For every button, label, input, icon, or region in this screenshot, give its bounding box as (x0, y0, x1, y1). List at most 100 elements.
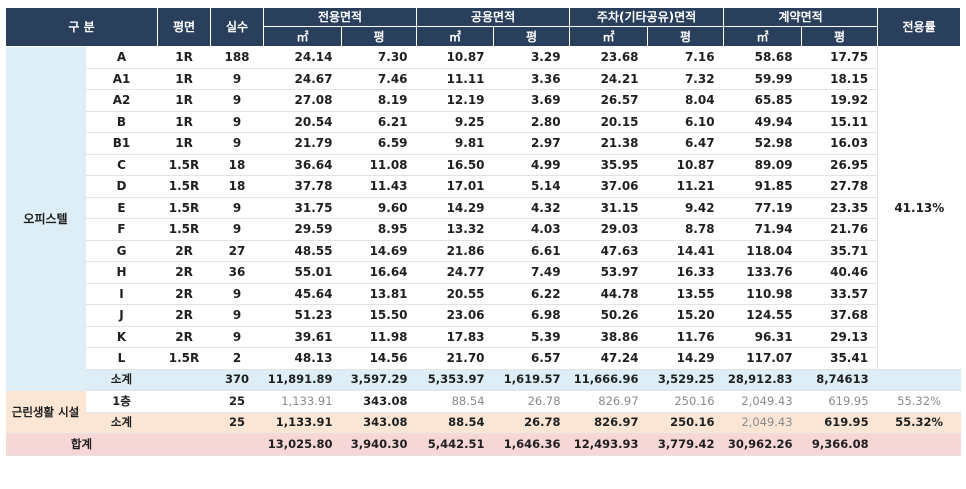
table-row: A2 1R 9 27.08 8.19 12.19 3.69 26.57 8.04 65.85 19.… (6, 89, 961, 112)
area-cell: 38.86 (569, 326, 648, 348)
area-cell: 14.29 (416, 197, 494, 219)
area-cell: 343.08 (341, 412, 417, 434)
unit-m2: ㎡ (416, 26, 495, 47)
area-cell: 23.35 (801, 197, 878, 219)
area-cell: 8.04 (647, 89, 724, 112)
area-cell: 11,666.96 (569, 369, 648, 391)
area-cell: 30,962.26 (723, 433, 802, 456)
area-cell: 31.15 (569, 197, 648, 219)
area-cell: 5.39 (493, 326, 570, 348)
area-cell: 2.97 (493, 132, 570, 155)
area-cell: 6.21 (341, 111, 417, 133)
units-cell: 27 (210, 240, 264, 262)
area-cell: 49.94 (723, 111, 802, 133)
area-cell: 24.21 (569, 68, 648, 90)
area-cell: 1,646.36 (493, 433, 570, 456)
area-cell: 20.55 (416, 283, 494, 305)
total-label: 합계 (5, 433, 158, 456)
area-cell: 26.78 (493, 390, 570, 413)
category-retail: 근린생활 시설 (5, 390, 86, 434)
units-cell: 9 (210, 68, 264, 90)
plan-cell: 1.5R (157, 218, 211, 241)
units-cell: 188 (210, 46, 264, 69)
area-cell: 37.68 (801, 304, 878, 327)
table-row: A1 1R 9 24.67 7.46 11.11 3.36 24.21 7.32 59.99 18.… (6, 68, 961, 90)
plan-cell: 1R (157, 89, 211, 112)
area-cell: 3,940.30 (341, 433, 417, 456)
area-cell: 15.50 (341, 304, 417, 327)
unit-type-cell: K (85, 326, 158, 348)
units-cell: 370 (210, 369, 264, 391)
plan-cell (157, 390, 211, 413)
area-cell: 11,891.89 (263, 369, 342, 391)
area-cell: 35.71 (801, 240, 878, 262)
unit-pyeong: 평 (341, 26, 418, 47)
area-cell: 1,619.57 (493, 369, 570, 391)
area-cell: 9.81 (416, 132, 494, 155)
area-cell: 17.75 (801, 46, 878, 69)
subtotal-label: 소계 (85, 412, 158, 434)
area-cell: 133.76 (723, 261, 802, 284)
category-office: 오피스텔 (5, 46, 86, 391)
area-cell: 26.95 (801, 154, 878, 176)
area-cell: 27.08 (263, 89, 342, 112)
area-cell: 118.04 (723, 240, 802, 262)
unit-type-cell: D (85, 175, 158, 198)
area-cell: 26.78 (493, 412, 570, 434)
area-cell: 29.13 (801, 326, 878, 348)
header-common-area: 공용면적 (416, 7, 571, 27)
area-cell: 29.59 (263, 218, 342, 241)
area-cell: 27.78 (801, 175, 878, 198)
area-cell: 33.57 (801, 283, 878, 305)
table-row: K 2R 9 39.61 11.98 17.83 5.39 38.86 11.76 96.31 29… (6, 326, 961, 348)
area-cell: 619.95 (801, 412, 878, 434)
header-units: 실수 (210, 7, 265, 47)
plan-cell (157, 433, 211, 456)
area-cell: 14.56 (341, 347, 417, 370)
area-cell: 10.87 (416, 46, 494, 69)
area-cell: 10.87 (647, 154, 724, 176)
area-cell: 5,353.97 (416, 369, 494, 391)
area-cell: 58.68 (723, 46, 802, 69)
area-cell: 1,133.91 (263, 390, 342, 413)
area-cell: 7.16 (647, 46, 724, 69)
area-cell: 5.14 (493, 175, 570, 198)
units-cell: 18 (210, 154, 264, 176)
units-cell: 9 (210, 283, 264, 305)
area-cell: 8.19 (341, 89, 417, 112)
area-cell: 35.95 (569, 154, 648, 176)
area-cell: 7.32 (647, 68, 724, 90)
area-cell: 1,133.91 (263, 412, 342, 434)
area-cell: 19.92 (801, 89, 878, 112)
area-cell: 6.22 (493, 283, 570, 305)
area-cell: 51.23 (263, 304, 342, 327)
units-cell: 9 (210, 197, 264, 219)
area-cell: 20.54 (263, 111, 342, 133)
units-cell: 9 (210, 326, 264, 348)
ratio-cell: 55.32% (877, 412, 961, 434)
area-cell: 47.63 (569, 240, 648, 262)
area-cell: 2.80 (493, 111, 570, 133)
area-cell: 96.31 (723, 326, 802, 348)
unit-type-cell: J (85, 304, 158, 327)
units-cell: 9 (210, 89, 264, 112)
units-cell: 9 (210, 132, 264, 155)
plan-cell: 1.5R (157, 175, 211, 198)
units-cell: 36 (210, 261, 264, 284)
area-cell: 23.68 (569, 46, 648, 69)
office-subtotal-row: 소계 370 11,891.89 3,597.29 5,353.97 1,619.57 11… (6, 369, 961, 391)
table-row: B1 1R 9 21.79 6.59 9.81 2.97 21.38 6.47 52.98 16.0… (6, 132, 961, 155)
area-cell: 77.19 (723, 197, 802, 219)
area-cell: 16.50 (416, 154, 494, 176)
units-cell (210, 433, 264, 456)
plan-cell: 1.5R (157, 154, 211, 176)
table-row: 오피스텔 A 1R 188 24.14 7.30 10.87 3.29 23.68 7.16 58.… (5, 46, 961, 391)
plan-cell: 1R (157, 111, 211, 133)
area-cell: 40.46 (801, 261, 878, 284)
area-cell: 14.29 (647, 347, 724, 370)
area-cell: 7.30 (341, 46, 417, 69)
area-cell: 12.19 (416, 89, 494, 112)
header-contract-area: 계약면적 (723, 7, 879, 27)
area-cell: 7.46 (341, 68, 417, 90)
table-row: F 1.5R 9 29.59 8.95 13.32 4.03 29.03 8.78 71.94 21… (6, 218, 961, 241)
